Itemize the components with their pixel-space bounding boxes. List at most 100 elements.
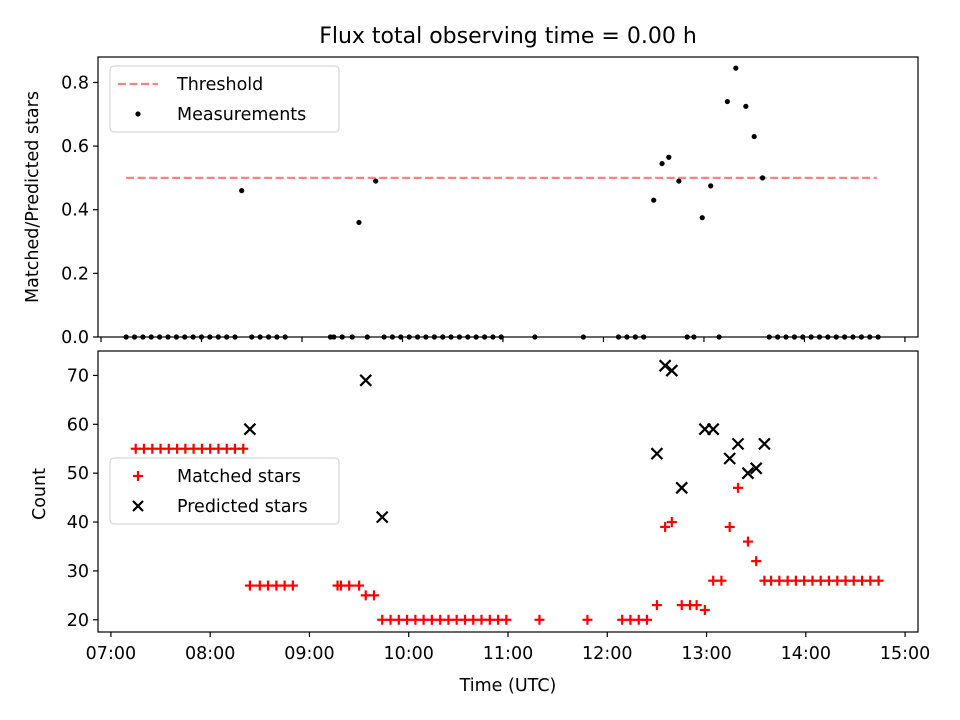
xtick-label: 15:00 <box>880 644 930 664</box>
matched-star-marker <box>287 580 298 591</box>
measurement-point <box>339 334 345 340</box>
measurement-point <box>791 334 797 340</box>
matched-star-marker <box>213 443 224 454</box>
xtick-label: 10:00 <box>384 644 434 664</box>
predicted-star-marker <box>749 462 763 475</box>
measurement-point <box>239 188 245 194</box>
measurement-point <box>615 334 622 340</box>
matched-star-marker <box>163 443 174 454</box>
measurement-point <box>532 334 538 340</box>
legend-matched-label: Matched stars <box>177 467 301 487</box>
measurement-point <box>249 334 255 340</box>
measurement-point <box>624 334 630 340</box>
predicted-star-marker <box>375 510 389 524</box>
measurement-point <box>215 334 221 340</box>
measurement-point <box>708 183 714 189</box>
measurement-point <box>389 334 396 340</box>
measurement-point <box>684 334 690 340</box>
matched-star-marker <box>625 614 636 625</box>
predicted-star-marker <box>243 422 257 436</box>
measurement-point <box>123 334 129 340</box>
measurement-point <box>265 334 272 340</box>
matched-star-marker <box>660 521 671 532</box>
bottom-panel: 20 30 40 50 60 70 07:00 08:00 09:00 10:00 11:00 12… <box>30 350 930 696</box>
predicted-star-marker <box>758 437 771 451</box>
matched-star-marker <box>751 556 762 567</box>
matched-star-marker <box>724 521 735 532</box>
measurement-point <box>224 334 230 340</box>
matched-star-marker <box>848 575 859 586</box>
measurement-point <box>783 334 789 340</box>
measurement-point <box>173 334 179 340</box>
measurement-point <box>481 334 488 340</box>
measurement-point <box>775 334 781 340</box>
x-axis-label: Time (UTC) <box>459 676 557 696</box>
measurement-point <box>816 334 823 340</box>
xtick-label: 11:00 <box>483 644 533 664</box>
measurement-point <box>448 334 454 340</box>
legend-threshold-label: Threshold <box>176 75 263 95</box>
measurement-point <box>431 334 437 340</box>
top-ytick-label: 0.4 <box>61 201 89 221</box>
measurement-point <box>580 334 586 340</box>
matched-star-marker <box>476 614 487 625</box>
measurement-point <box>257 334 263 340</box>
matched-star-marker <box>582 614 593 625</box>
measurement-point <box>490 334 496 340</box>
measurement-point <box>759 175 766 181</box>
measurement-point <box>699 215 705 221</box>
top-y-axis-label: Matched/Predicted stars <box>23 91 43 303</box>
measurement-point <box>406 334 412 340</box>
measurement-point <box>207 334 213 340</box>
matched-star-marker <box>799 575 810 586</box>
measurement-point <box>766 334 772 340</box>
top-ytick-label: 0.2 <box>61 264 89 284</box>
measurement-point <box>465 334 471 340</box>
predicted-star-marker <box>650 447 664 460</box>
legend-predicted-label: Predicted stars <box>177 497 308 517</box>
predicted-star-marker <box>731 437 745 451</box>
measurement-point <box>691 334 697 340</box>
measurement-point <box>364 334 370 340</box>
matched-star-marker <box>244 580 255 591</box>
measurement-point <box>666 154 672 160</box>
measurement-point <box>182 334 188 340</box>
matched-star-marker <box>823 575 834 586</box>
predicted-star-marker <box>741 466 755 480</box>
bottom-y-axis-label: Count <box>30 468 50 520</box>
measurement-point <box>867 334 873 340</box>
top-plot-frame <box>97 56 919 338</box>
xtick-label: 09:00 <box>284 644 334 664</box>
xtick-label: 07:00 <box>86 644 136 664</box>
xtick-label: 13:00 <box>681 644 731 664</box>
top-ytick-label: 0.6 <box>61 137 89 157</box>
matched-star-marker <box>873 575 884 586</box>
measurement-point <box>651 197 657 203</box>
matched-star-marker <box>138 443 149 454</box>
measurement-point <box>858 334 865 340</box>
measurement-point <box>414 334 421 340</box>
matched-star-marker <box>501 614 512 625</box>
predicted-star-marker <box>359 374 373 387</box>
measurement-point <box>724 98 730 105</box>
matched-star-marker <box>742 536 753 547</box>
measurement-point <box>808 334 814 340</box>
measurement-point <box>456 334 463 340</box>
measurement-point <box>165 334 171 340</box>
measurement-point <box>440 334 446 340</box>
matched-star-marker <box>354 580 365 591</box>
bottom-ytick-label: 60 <box>67 415 89 435</box>
measurement-point <box>131 334 138 340</box>
measurement-point <box>331 334 337 340</box>
matched-star-marker <box>238 443 249 454</box>
measurement-point <box>148 334 154 340</box>
measurement-point <box>733 65 739 71</box>
bottom-legend-box <box>109 457 340 525</box>
matched-star-marker <box>699 605 710 616</box>
matched-star-marker <box>451 614 462 625</box>
legend-matched-swatch <box>133 471 143 481</box>
predicted-star-marker <box>706 422 720 436</box>
top-ytick-label: 0.0 <box>61 328 89 348</box>
matched-star-marker <box>641 614 652 625</box>
